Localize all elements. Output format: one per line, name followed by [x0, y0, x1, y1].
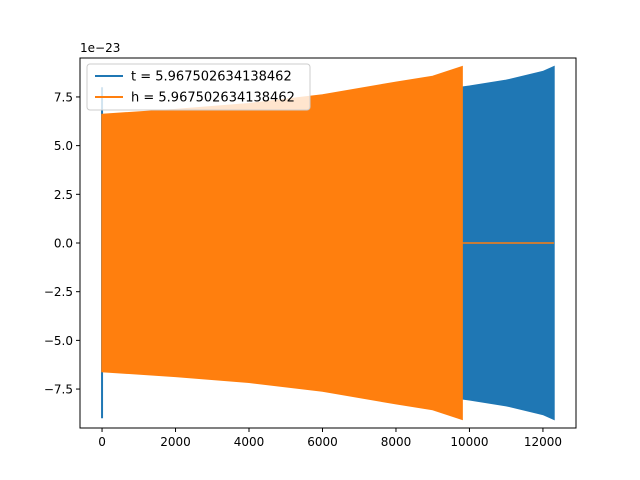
x-axis: 0 2000 4000 6000 8000 10000 12000 [98, 428, 562, 449]
x-tick-label: 8000 [381, 435, 412, 449]
y-tick-label: −7.5 [44, 383, 73, 397]
x-tick-label: 2000 [160, 435, 191, 449]
x-tick-label: 6000 [307, 435, 338, 449]
y-tick-label: 5.0 [54, 139, 73, 153]
y-tick-label: −5.0 [44, 334, 73, 348]
legend-box [86, 63, 311, 111]
x-tick-label: 4000 [234, 435, 265, 449]
x-tick-label: 0 [98, 435, 106, 449]
x-tick-label: 10000 [450, 435, 488, 449]
legend-label-h: h = 5.967502634138462 [131, 91, 295, 106]
y-tick-label: 0.0 [54, 237, 73, 251]
y-tick-label: −2.5 [44, 285, 73, 299]
y-axis: −7.5 −5.0 −2.5 0.0 2.5 5.0 7.5 [44, 90, 80, 397]
legend-label-t: t = 5.967502634138462 [131, 70, 292, 85]
x-tick-label: 12000 [524, 435, 562, 449]
y-tick-label: 2.5 [54, 188, 73, 202]
plot-area [101, 65, 555, 421]
y-offset-text: 1e−23 [80, 41, 120, 55]
series-h-band [101, 65, 463, 421]
legend: t = 5.967502634138462 h = 5.967502634138… [86, 63, 311, 111]
y-tick-label: 7.5 [54, 90, 73, 104]
